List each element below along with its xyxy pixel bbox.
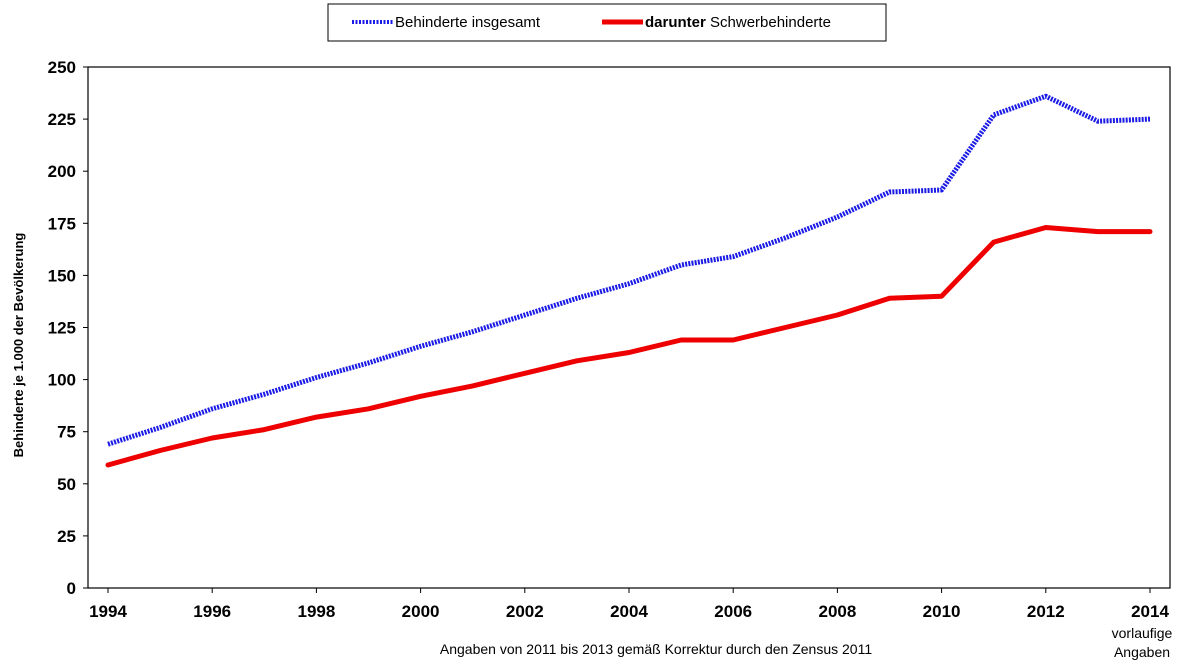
y-tick-label-0: 0 <box>67 579 76 598</box>
x-tick-labels: 1994 1996 1998 2000 2002 2004 2006 2008 2010 2012… <box>89 602 1169 621</box>
x-tick-label-2006: 2006 <box>714 602 752 621</box>
y-tick-label-125: 125 <box>48 319 76 338</box>
y-tick-label-100: 100 <box>48 371 76 390</box>
y-tick-label-50: 50 <box>57 475 76 494</box>
legend: Behinderte insgesamt darunter Schwerbehi… <box>328 4 886 41</box>
legend-label-series-2-rest: Schwerbehinderte <box>706 14 831 31</box>
x-note-line-2: Angaben <box>1114 644 1170 660</box>
x-tick-label-1994: 1994 <box>89 602 127 621</box>
y-tick-label-25: 25 <box>57 527 76 546</box>
legend-label-series-2: darunter Schwerbehinderte <box>645 14 831 31</box>
y-tick-label-150: 150 <box>48 266 76 285</box>
x-tick-label-2004: 2004 <box>610 602 648 621</box>
x-tick-label-2000: 2000 <box>402 602 440 621</box>
y-tick-label-200: 200 <box>48 162 76 181</box>
y-tick-label-75: 75 <box>57 423 76 442</box>
x-tick-label-2012: 2012 <box>1027 602 1065 621</box>
y-axis-label: Behinderte je 1.000 der Bevölkerung <box>11 233 26 458</box>
y-tick-labels: 0 25 50 75 100 125 150 175 200 225 250 <box>48 58 76 598</box>
y-tick-label-225: 225 <box>48 110 76 129</box>
x-tick-label-2008: 2008 <box>818 602 856 621</box>
plot-area <box>88 67 1170 588</box>
legend-label-series-1: Behinderte insgesamt <box>395 14 541 31</box>
x-note-line-1: vorlaufige <box>1112 625 1173 641</box>
footnote: Angaben von 2011 bis 2013 gemäß Korrektu… <box>440 641 872 657</box>
axes <box>83 67 1170 593</box>
legend-label-series-2-bold: darunter <box>645 14 706 31</box>
x-tick-label-2014: 2014 <box>1131 602 1169 621</box>
y-tick-label-175: 175 <box>48 214 76 233</box>
y-tick-label-250: 250 <box>48 58 76 77</box>
x-tick-label-2002: 2002 <box>506 602 544 621</box>
x-tick-label-1998: 1998 <box>297 602 335 621</box>
x-tick-label-2010: 2010 <box>923 602 961 621</box>
x-tick-label-1996: 1996 <box>193 602 231 621</box>
